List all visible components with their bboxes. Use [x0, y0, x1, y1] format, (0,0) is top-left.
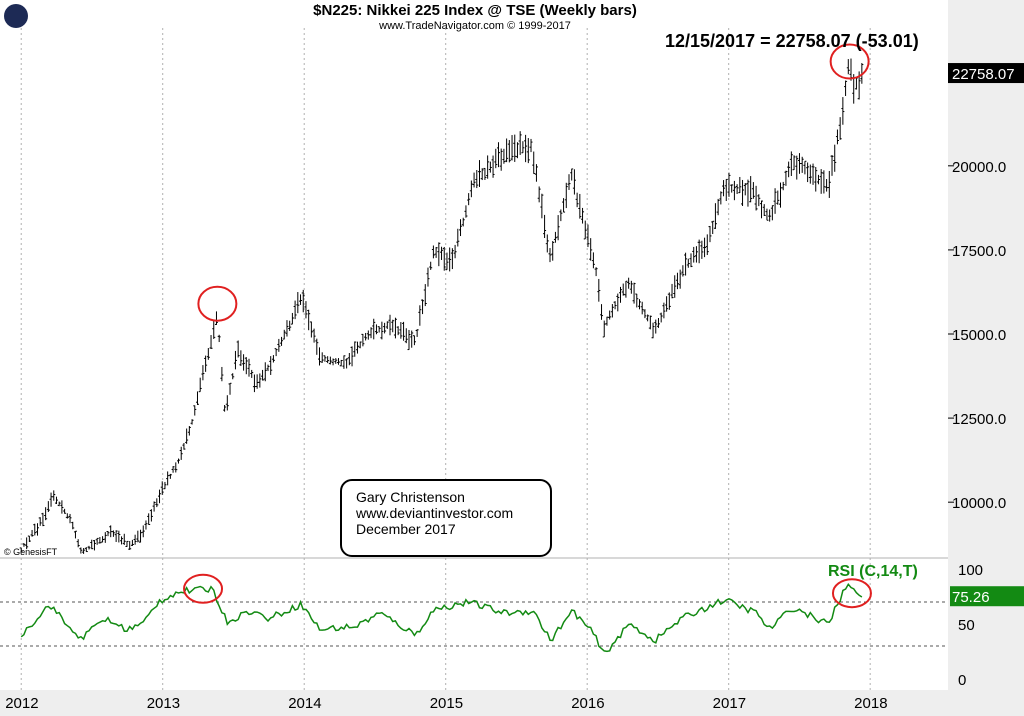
author-name: Gary Christenson — [356, 489, 465, 505]
rsi-line — [20, 582, 863, 653]
author-website: www.deviantinvestor.com — [356, 505, 514, 521]
highlight-circle — [829, 43, 870, 80]
x-tick-label: 2016 — [571, 695, 604, 712]
note-date: December 2017 — [356, 521, 456, 537]
x-tick-label: 2014 — [288, 695, 321, 712]
rsi-highlight-circle — [183, 573, 224, 604]
rsi-highlight-circle — [831, 578, 872, 609]
author-note-box: Gary Christenson www.deviantinvestor.com… — [340, 479, 552, 557]
last-price-tag — [948, 63, 1024, 84]
rsi-tick-label: 100 — [958, 562, 983, 579]
x-tick-label: 2013 — [147, 695, 180, 712]
x-tick-label: 2018 — [854, 695, 887, 712]
copyright-notice: www.TradeNavigator.com © 1999-2017 — [379, 20, 571, 32]
trade-navigator-logo — [4, 4, 28, 28]
highlight-circle — [197, 285, 238, 322]
date-axis-panel — [0, 690, 1024, 716]
last-value-label: 12/15/2017 = 22758.07 (-53.01) — [665, 31, 919, 51]
rsi-last-tag — [950, 586, 1024, 607]
x-tick-label: 2015 — [430, 695, 463, 712]
rsi-tick-label: 0 — [958, 672, 966, 689]
chart-title: $N225: Nikkei 225 Index @ TSE (Weekly ba… — [313, 2, 637, 19]
watermark: © GenesisFT — [4, 547, 58, 557]
rsi-title: RSI (C,14,T) — [828, 563, 918, 580]
value-axis-panel — [948, 0, 1024, 716]
y-tick-label: 17500.0 — [952, 243, 1006, 260]
rsi-tick-label: 50 — [958, 617, 975, 634]
y-tick-label: 20000.0 — [952, 159, 1006, 176]
last-price-tag-label: 22758.07 — [952, 66, 1015, 83]
x-tick-label: 2017 — [713, 695, 746, 712]
y-tick-label: 15000.0 — [952, 327, 1006, 344]
x-tick-label: 2012 — [5, 695, 38, 712]
y-tick-label: 12500.0 — [952, 411, 1006, 428]
rsi-last-tag-label: 75.26 — [952, 589, 990, 606]
y-tick-label: 10000.0 — [952, 495, 1006, 512]
